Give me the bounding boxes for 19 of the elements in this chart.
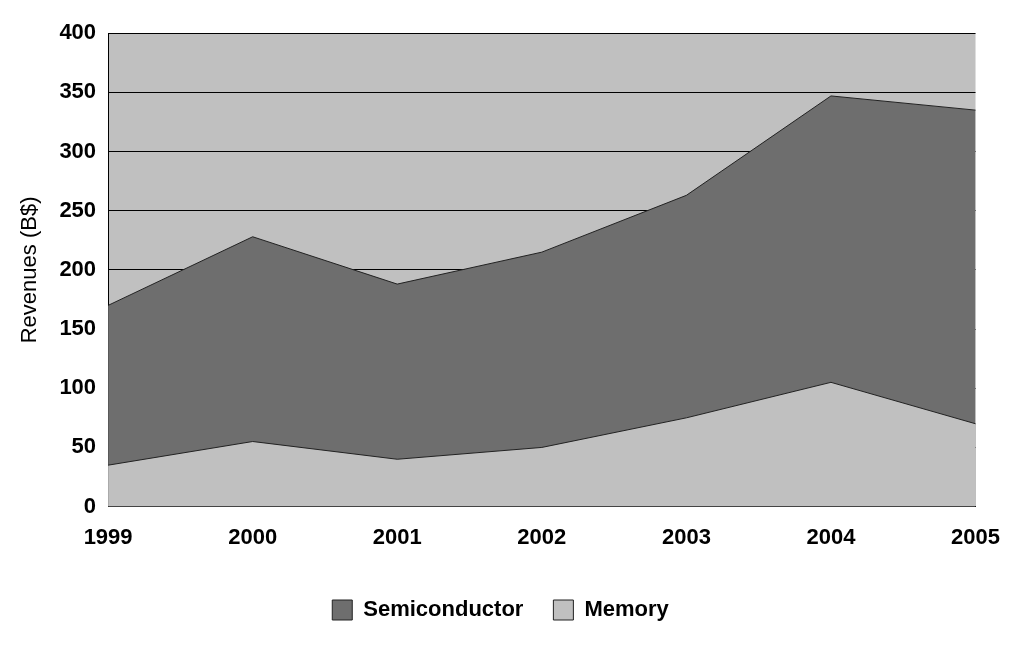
y-axis-title: Revenues (B$) [16, 196, 42, 344]
y-tick-label: 0 [83, 492, 97, 518]
legend-label: Semiconductor [363, 596, 524, 622]
y-tick-label: 150 [59, 315, 97, 341]
x-tick-label: 2003 [661, 523, 711, 549]
y-tick-label: 200 [59, 255, 97, 281]
x-tick-label: 1999 [83, 523, 133, 549]
y-tick-label: 250 [59, 196, 97, 222]
x-tick-label: 2001 [372, 523, 422, 549]
legend-label: Memory [584, 596, 670, 622]
y-tick-label: 350 [59, 78, 97, 104]
x-tick-label: 2004 [806, 523, 857, 549]
y-tick-label: 100 [59, 374, 97, 400]
x-tick-label: 2005 [951, 523, 1001, 549]
y-tick-label: 400 [59, 19, 97, 45]
x-tick-label: 2002 [517, 523, 567, 549]
y-tick-label: 300 [59, 137, 97, 163]
x-tick-label: 2000 [228, 523, 278, 549]
y-tick-label: 50 [71, 433, 97, 459]
